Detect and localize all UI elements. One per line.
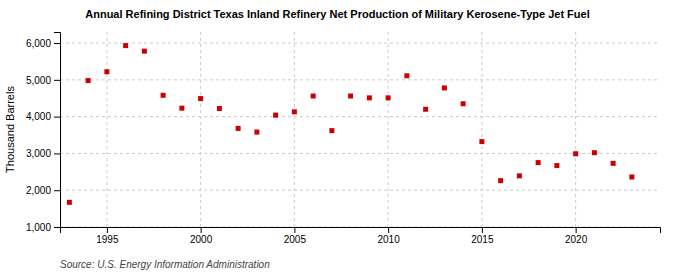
point	[461, 101, 466, 106]
tick-label: 1,000	[26, 222, 51, 233]
tick-label: 2005	[284, 234, 307, 245]
point	[573, 151, 578, 156]
point	[479, 139, 484, 144]
tick: 1995	[96, 227, 119, 245]
grid-line-x	[200, 32, 201, 227]
tick: 2,000	[26, 185, 60, 196]
tick-label: 2020	[565, 234, 588, 245]
points	[67, 43, 635, 205]
x-axis: 1995 2000 2005 2010 2015 2020	[61, 227, 661, 245]
tick-mark	[54, 117, 60, 118]
point	[217, 106, 222, 111]
y-axis: 1,000 2,000 3,000 4,000 5,000 6,000	[26, 33, 61, 233]
grid-line-y	[60, 43, 660, 44]
tick-label: 6,000	[26, 38, 51, 49]
tick: 3,000	[26, 148, 60, 159]
tick-mark	[54, 43, 60, 44]
grid-line-y	[60, 153, 660, 154]
tick-label: 1995	[96, 234, 119, 245]
tick-label: 2015	[471, 234, 494, 245]
grid-line-x	[106, 32, 107, 227]
point	[611, 161, 616, 166]
point	[442, 85, 447, 90]
point	[254, 130, 259, 135]
tick: 2000	[190, 227, 213, 245]
tick-label: 2,000	[26, 185, 51, 196]
tick-mark	[576, 227, 577, 233]
point	[292, 109, 297, 114]
point	[86, 78, 91, 83]
grid-line-x	[388, 32, 389, 227]
tick-label: 5,000	[26, 75, 51, 86]
grid-line-y	[60, 116, 660, 117]
tick: 1,000	[26, 222, 60, 233]
point	[423, 107, 428, 112]
tick-mark	[201, 227, 202, 233]
point	[554, 163, 559, 168]
point	[367, 95, 372, 100]
tick-label: 2010	[378, 234, 401, 245]
point	[67, 200, 72, 205]
point	[404, 73, 409, 78]
tick-mark	[107, 227, 108, 233]
tick: 2015	[471, 227, 494, 245]
tick-label: 2000	[190, 234, 213, 245]
tick: 2010	[378, 227, 401, 245]
point	[236, 126, 241, 131]
grid-line-x	[294, 32, 295, 227]
axis-line	[54, 33, 61, 228]
point	[498, 178, 503, 183]
point	[273, 113, 278, 118]
grid-line-y	[60, 190, 660, 191]
source: Source: U.S. Energy Information Administ…	[60, 259, 270, 270]
tick-mark	[54, 80, 60, 81]
point	[329, 128, 334, 133]
y-axis-title: Thousand Barrels	[4, 86, 16, 173]
point	[311, 94, 316, 99]
tick: 6,000	[26, 38, 60, 49]
grid-line-y	[60, 79, 660, 80]
point	[161, 93, 166, 98]
tick-mark	[54, 227, 60, 228]
tick: 2020	[565, 227, 588, 245]
grid-line-x	[481, 32, 482, 227]
plot: 1995 2000 2005 2010 2015 2020 1,000 2,000 3,000 4…	[26, 32, 661, 245]
point	[517, 173, 522, 178]
tick: 4,000	[26, 111, 60, 122]
point	[348, 94, 353, 99]
point	[536, 160, 541, 165]
grid-line-x	[575, 32, 576, 227]
point	[179, 106, 184, 111]
tick-mark	[54, 190, 60, 191]
page: {"chart_data": {"type": "scatter", "titl…	[0, 0, 675, 275]
point	[592, 150, 597, 155]
point	[123, 43, 128, 48]
tick-mark	[294, 227, 295, 233]
chart: 1995 2000 2005 2010 2015 2020 1,000 2,000 3,000 4…	[0, 0, 675, 275]
tick: 2005	[284, 227, 307, 245]
grid	[60, 32, 660, 227]
tick: 5,000	[26, 75, 60, 86]
tick-label: 3,000	[26, 148, 51, 159]
tick-mark	[482, 227, 483, 233]
point	[629, 174, 634, 179]
axis-line	[61, 228, 661, 234]
point	[198, 96, 203, 101]
tick-label: 4,000	[26, 111, 51, 122]
point	[142, 49, 147, 54]
point	[386, 95, 391, 100]
tick-mark	[54, 153, 60, 154]
point	[104, 69, 109, 74]
tick-mark	[388, 227, 389, 233]
title: Annual Refining District Texas Inland Re…	[85, 8, 589, 20]
